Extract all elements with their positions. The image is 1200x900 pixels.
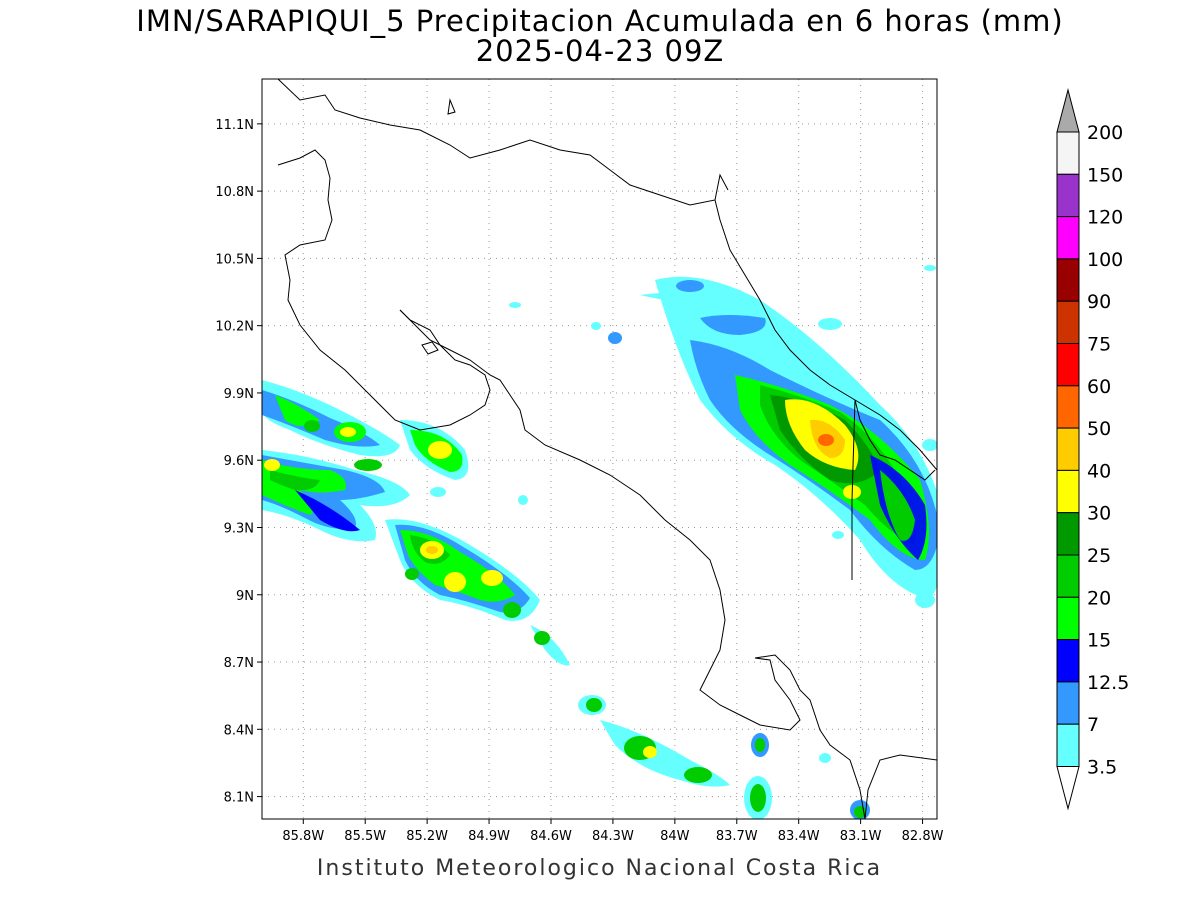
colorbar-under-arrow: [1056, 766, 1080, 811]
colorbar-label: 60: [1087, 376, 1111, 398]
colorbar-segment: [1056, 723, 1080, 768]
colorbar-label: 90: [1087, 291, 1111, 313]
lon-tick-label: 83.4W: [778, 829, 820, 844]
map-frame: [261, 78, 938, 820]
colorbar-over-arrow: [1056, 88, 1080, 133]
lon-tick-label: 83.7W: [716, 829, 758, 844]
lat-tick-label: 8.4N: [224, 723, 254, 738]
colorbar-label: 30: [1087, 503, 1111, 525]
lon-tick-label: 84.6W: [530, 829, 572, 844]
lat-tick-label: 10.2N: [215, 320, 254, 335]
colorbar-segment: [1056, 131, 1080, 175]
lon-tick-label: 83.1W: [840, 829, 882, 844]
lon-tick-label: 84.3W: [592, 829, 634, 844]
lat-tick-label: 9.3N: [224, 521, 254, 536]
lat-tick-label: 9N: [236, 589, 254, 604]
colorbar-segment: [1056, 343, 1080, 387]
precip-pacific-north: [262, 380, 469, 497]
map-subtitle: 2025-04-23 09Z: [475, 34, 725, 68]
colorbar-label: 15: [1087, 630, 1111, 652]
map-area: [262, 79, 937, 819]
colorbar-segment: [1056, 554, 1080, 598]
colorbar-label: 40: [1087, 460, 1111, 482]
precip-pacific-south: [385, 302, 870, 819]
colorbar-label: 3.5: [1087, 757, 1117, 779]
colorbar-segment: [1056, 173, 1080, 218]
colorbar-segment: [1056, 300, 1080, 345]
colorbar-label: 120: [1087, 207, 1123, 229]
lat-tick-label: 9.6N: [224, 454, 254, 469]
colorbar-label: 12.5: [1087, 672, 1129, 694]
colorbar-segment: [1056, 596, 1080, 641]
lat-tick-label: 8.7N: [224, 656, 254, 671]
lon-tick-label: 85.2W: [406, 829, 448, 844]
coastlines: [277, 79, 937, 819]
colorbar-segment: [1056, 639, 1080, 683]
colorbar-label: 50: [1087, 418, 1111, 440]
lon-tick-label: 84.9W: [468, 829, 510, 844]
colorbar-label: 7: [1087, 714, 1099, 736]
lat-tick-label: 11.1N: [215, 118, 254, 133]
country-borders: [851, 399, 936, 580]
map-title: IMN/SARAPIQUI_5 Precipitacion Acumulada …: [136, 4, 1064, 38]
footer-credit: Instituto Meteorologico Nacional Costa R…: [316, 856, 883, 881]
colorbar-segment: [1056, 469, 1080, 514]
colorbar-segment: [1056, 512, 1080, 556]
lat-tick-label: 8.1N: [224, 791, 254, 806]
colorbar-segment: [1056, 681, 1080, 725]
lon-tick-label: 85.8W: [282, 829, 324, 844]
lon-tick-label: 84W: [660, 829, 690, 844]
colorbar-segment: [1056, 427, 1080, 471]
lon-tick-label: 85.5W: [344, 829, 386, 844]
precip-pacific-central: [262, 450, 410, 542]
colorbar-segment: [1056, 385, 1080, 429]
colorbar-segment: [1056, 216, 1080, 260]
colorbar-label: 25: [1087, 545, 1111, 567]
lat-tick-label: 10.5N: [215, 252, 254, 267]
precip-east-caribbean: [640, 265, 937, 608]
lat-tick-label: 9.9N: [224, 387, 254, 402]
colorbar-label: 150: [1087, 164, 1123, 186]
colorbar-label: 100: [1087, 249, 1123, 271]
colorbar-label: 20: [1087, 587, 1111, 609]
colorbar-label: 75: [1087, 334, 1111, 356]
colorbar-segment: [1056, 258, 1080, 302]
axis-ticks: 85.8W 85.5W 85.2W 84.9W 84.6W 84.3W 84W 83.7W 83…: [215, 118, 943, 844]
colorbar-label: 200: [1087, 122, 1123, 144]
lon-tick-label: 82.8W: [902, 829, 944, 844]
lat-tick-label: 10.8N: [215, 185, 254, 200]
colorbar: 200 150 120 100 90 75 60 50 40 30 25 20 15 12.5 7 3.5: [1056, 88, 1129, 811]
